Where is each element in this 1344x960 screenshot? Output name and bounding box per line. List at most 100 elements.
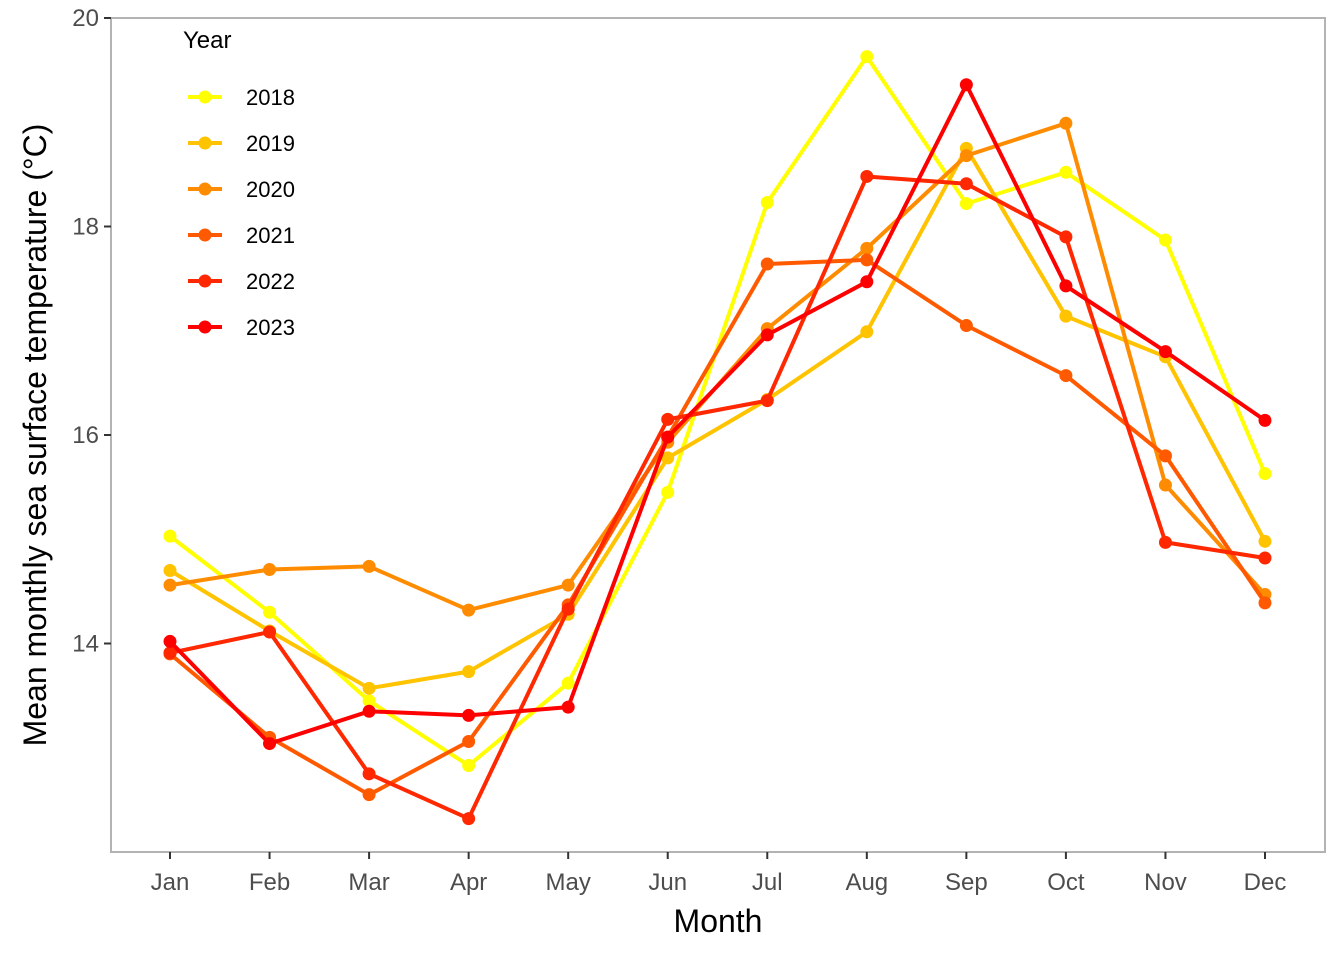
data-point — [263, 737, 277, 751]
data-point — [462, 603, 476, 617]
data-point — [561, 578, 575, 592]
data-point — [1059, 165, 1073, 179]
data-point — [661, 430, 675, 444]
legend-label: 2021 — [246, 223, 295, 248]
data-point — [1158, 449, 1172, 463]
data-point — [860, 253, 874, 267]
y-tick-label: 16 — [72, 422, 99, 449]
y-axis-title: Mean monthly sea surface temperature (°C… — [17, 124, 53, 747]
data-point — [362, 788, 376, 802]
series-line-2019 — [168, 146, 1267, 691]
data-point — [462, 708, 476, 722]
series-line-2023 — [168, 82, 1267, 746]
data-point — [760, 394, 774, 408]
data-point — [362, 767, 376, 781]
x-tick-label: Feb — [249, 869, 290, 896]
data-point — [163, 564, 177, 578]
data-point — [163, 634, 177, 648]
data-point — [462, 758, 476, 772]
data-point — [462, 812, 476, 826]
data-point — [1258, 596, 1272, 610]
legend-item-2021: 2021 — [188, 223, 295, 248]
legend-label: 2023 — [246, 315, 295, 340]
data-point — [959, 197, 973, 211]
series-2020 — [163, 116, 1272, 617]
legend: Year 2018 2019 2020 2021 2022 2023 — [183, 27, 295, 340]
legend-key-point — [198, 228, 212, 242]
x-tick-label: Sep — [945, 869, 988, 896]
data-point — [362, 559, 376, 573]
data-point — [1059, 309, 1073, 323]
series-line-2022 — [169, 174, 1266, 821]
x-tick-label: Aug — [845, 869, 888, 896]
y-tick-label: 20 — [72, 5, 99, 32]
data-point — [1158, 345, 1172, 359]
x-tick-label: Nov — [1144, 869, 1187, 896]
data-point — [462, 665, 476, 679]
data-point — [163, 529, 177, 543]
legend-label: 2018 — [246, 85, 295, 110]
data-point — [1059, 279, 1073, 293]
data-point — [661, 451, 675, 465]
x-tick-label: Apr — [450, 869, 487, 896]
data-point — [1158, 478, 1172, 492]
series-2023 — [163, 78, 1272, 751]
data-point — [263, 562, 277, 576]
data-point — [860, 169, 874, 183]
x-axis-title: Month — [674, 903, 763, 939]
data-point — [1258, 534, 1272, 548]
legend-key-point — [198, 182, 212, 196]
data-point — [1059, 116, 1073, 130]
x-tick-label: Dec — [1244, 869, 1287, 896]
legend-key-point — [198, 320, 212, 334]
data-point — [362, 681, 376, 695]
legend-item-2022: 2022 — [188, 269, 295, 294]
legend-item-2019: 2019 — [188, 131, 295, 156]
data-point — [1059, 369, 1073, 383]
data-point — [462, 734, 476, 748]
data-point — [959, 149, 973, 163]
legend-item-2020: 2020 — [188, 177, 295, 202]
data-point — [860, 275, 874, 289]
data-point — [163, 646, 177, 660]
data-point — [263, 625, 277, 639]
legend-label: 2019 — [246, 131, 295, 156]
series-2019 — [163, 141, 1272, 695]
data-point — [860, 241, 874, 255]
x-tick-label: Jun — [648, 869, 687, 896]
x-tick-label: May — [546, 869, 591, 896]
series-2022 — [163, 169, 1272, 826]
y-tick-label: 18 — [72, 214, 99, 241]
x-tick-label: Mar — [348, 869, 389, 896]
data-point — [1258, 413, 1272, 427]
legend-title: Year — [183, 27, 232, 54]
legend-key-point — [198, 274, 212, 288]
x-tick-label: Oct — [1047, 869, 1085, 896]
data-point — [561, 602, 575, 616]
data-point — [1158, 233, 1172, 247]
data-point — [760, 257, 774, 271]
data-point — [661, 412, 675, 426]
data-point — [959, 78, 973, 92]
data-point — [561, 676, 575, 690]
series-line-2021 — [168, 257, 1267, 797]
data-point — [959, 177, 973, 191]
data-point — [860, 50, 874, 64]
data-point — [362, 704, 376, 718]
data-point — [1258, 467, 1272, 481]
y-tick-label: 14 — [72, 631, 99, 658]
chart-axes: 14 16 18 20 Jan Feb Mar Apr May Jun Jul Aug Sep Oct No… — [72, 5, 1286, 896]
legend-label: 2020 — [246, 177, 295, 202]
data-point — [561, 700, 575, 714]
data-point — [860, 325, 874, 339]
data-point — [163, 578, 177, 592]
legend-item-2023: 2023 — [188, 315, 295, 340]
data-point — [1158, 535, 1172, 549]
x-tick-label: Jan — [151, 869, 190, 896]
legend-label: 2022 — [246, 269, 295, 294]
legend-key-point — [198, 90, 212, 104]
data-point — [760, 196, 774, 210]
legend-item-2018: 2018 — [188, 85, 295, 110]
data-point — [661, 485, 675, 499]
